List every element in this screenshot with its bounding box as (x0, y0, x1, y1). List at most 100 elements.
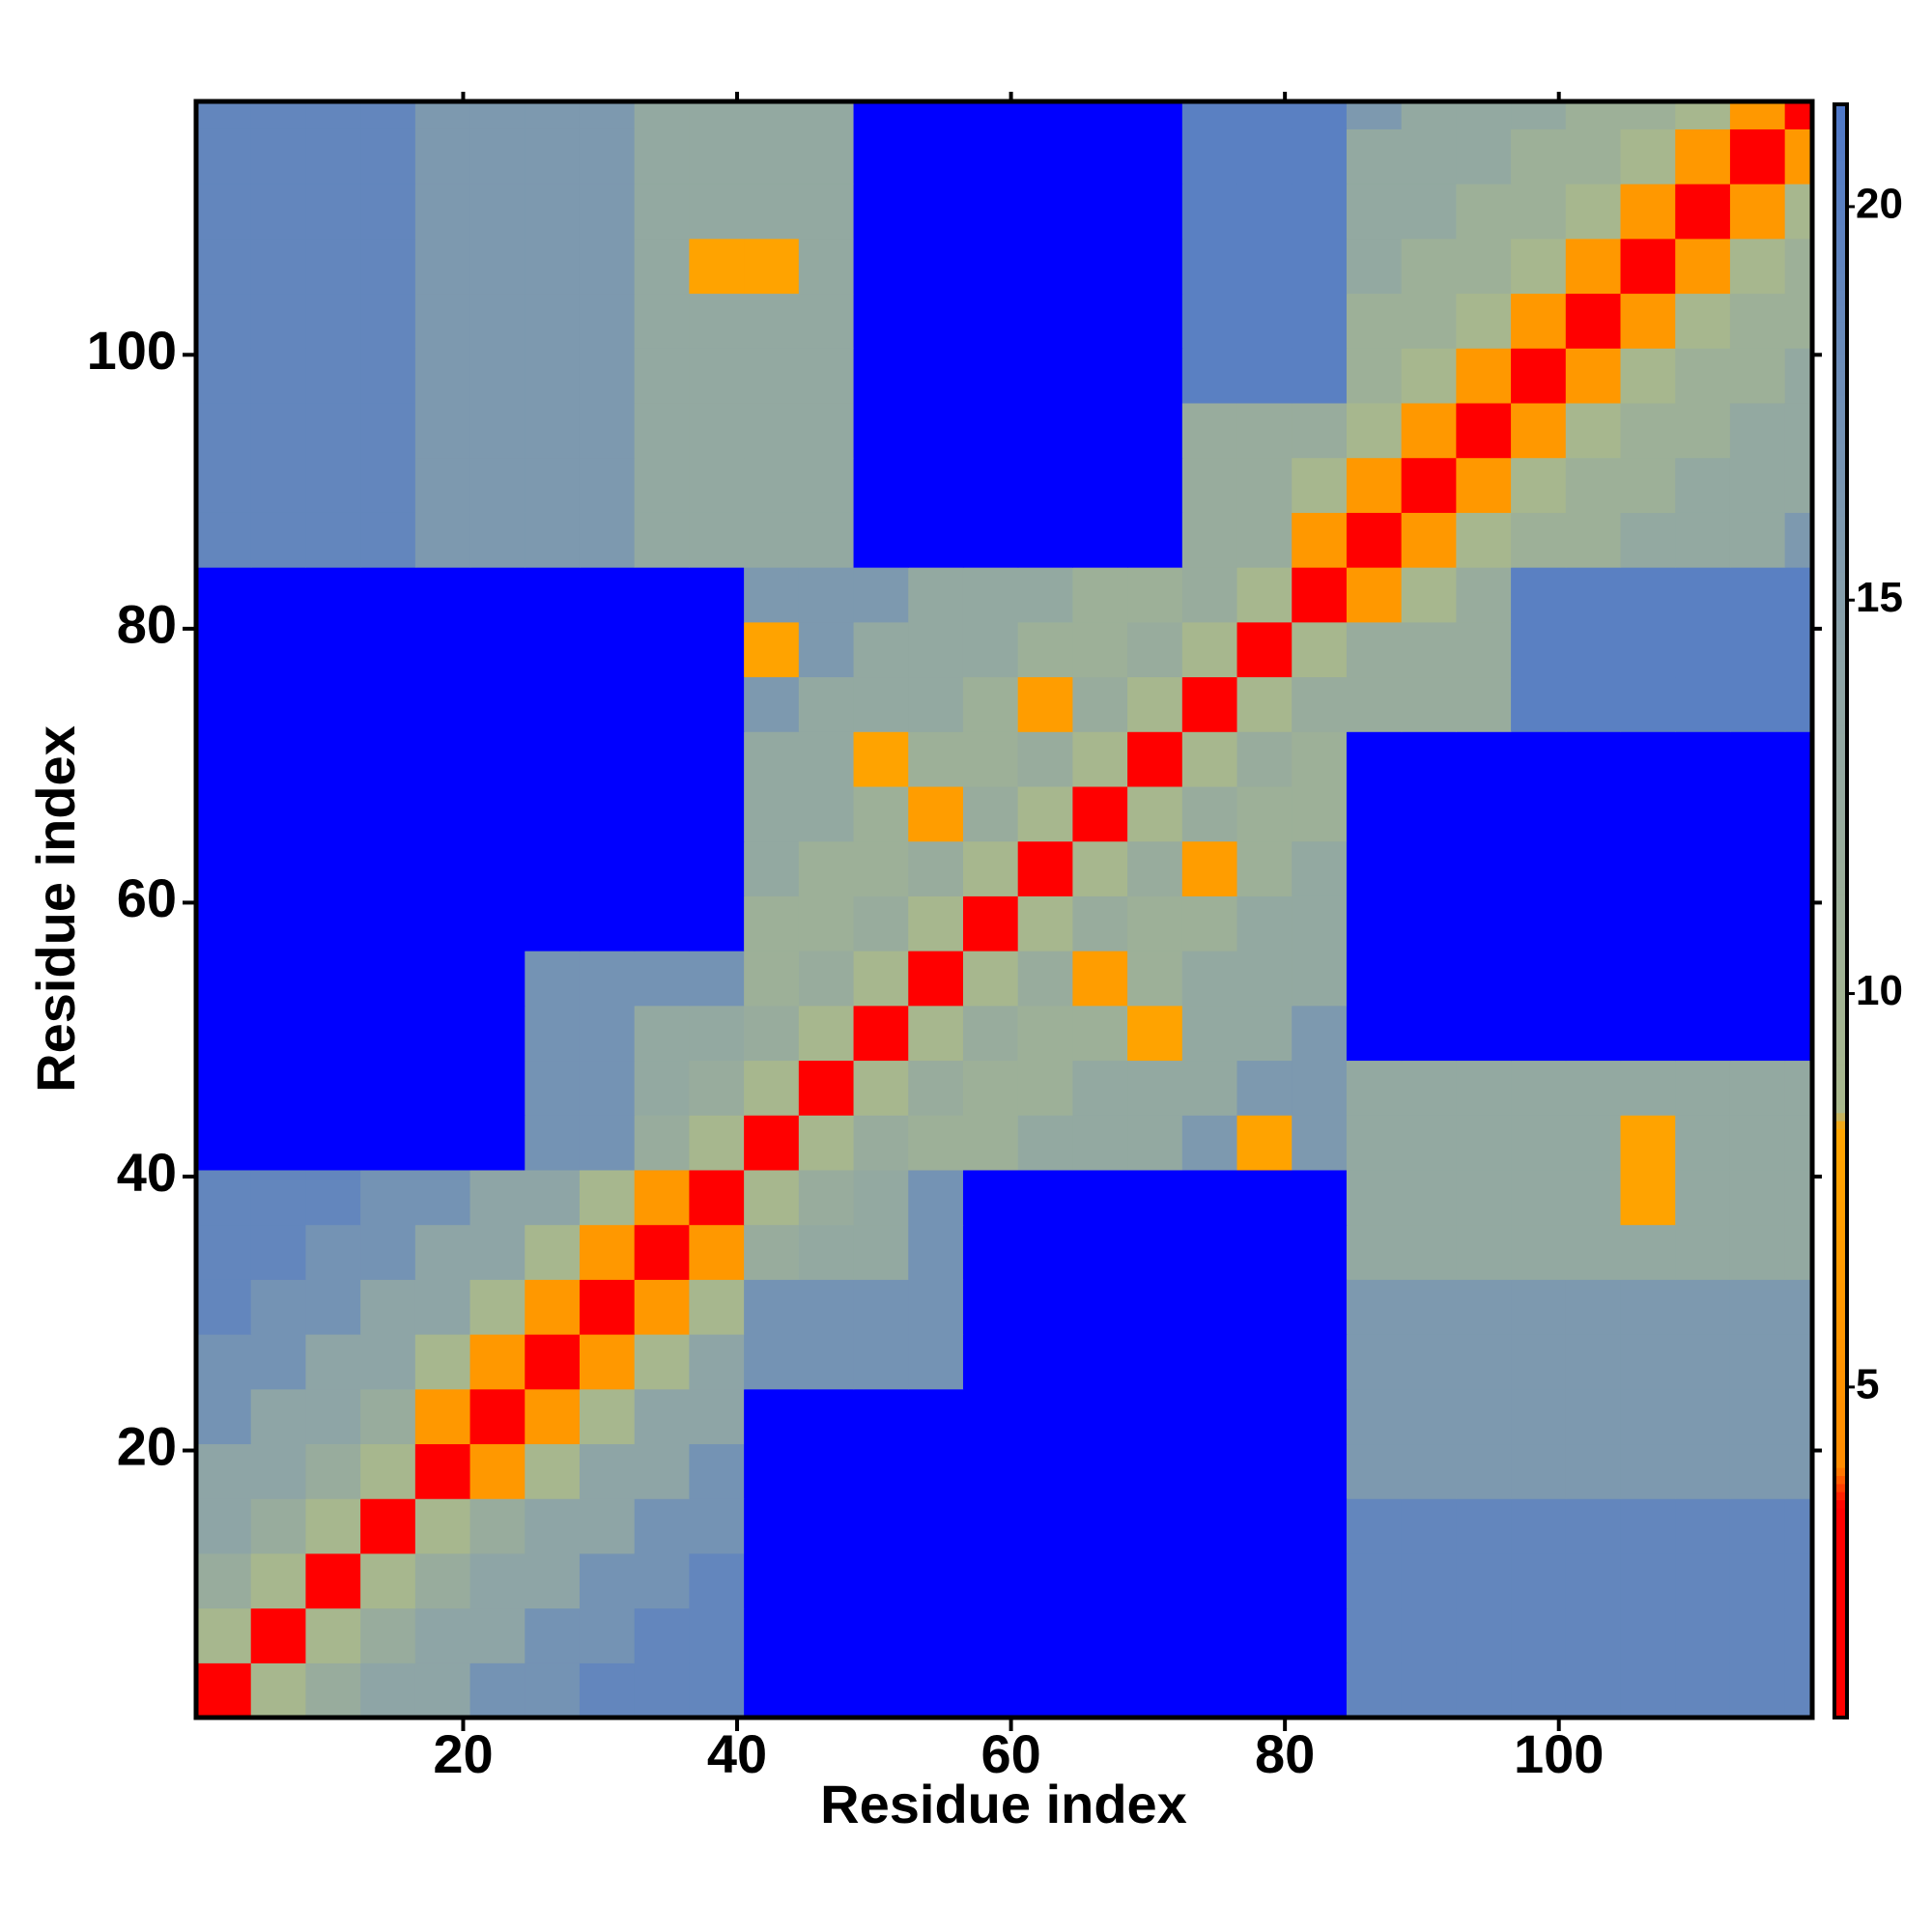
heatmap-cell (962, 1662, 1019, 1719)
heatmap-cell (1620, 1169, 1676, 1226)
heatmap-cell (1292, 1334, 1348, 1390)
heatmap-cell (250, 293, 307, 349)
heatmap-cell (1511, 1607, 1567, 1663)
heatmap-cell (1675, 1498, 1731, 1554)
colorbar-segment (1834, 983, 1847, 992)
heatmap-cell (853, 621, 909, 678)
heatmap-cell (1401, 1607, 1457, 1663)
colorbar-segment (1834, 1701, 1847, 1711)
heatmap-cell (469, 184, 526, 240)
heatmap-cell (1236, 512, 1293, 568)
colorbar-segment (1834, 1201, 1847, 1210)
heatmap-cell (1236, 238, 1293, 295)
heatmap-cell (1236, 1115, 1293, 1171)
heatmap-cell (469, 402, 526, 459)
heatmap-cell (1456, 1607, 1512, 1663)
heatmap-cell (798, 1005, 855, 1062)
heatmap-cell (1565, 785, 1622, 842)
heatmap-cell (469, 1607, 526, 1663)
colorbar-segment (1834, 1516, 1847, 1525)
heatmap-cell (853, 1662, 909, 1719)
heatmap-cell (250, 840, 307, 896)
heatmap-cell (305, 184, 361, 240)
heatmap-cell (1565, 1552, 1622, 1609)
heatmap-cell (1292, 567, 1348, 623)
heatmap-cell (525, 1498, 581, 1554)
heatmap-cell (414, 840, 471, 896)
colorbar-segment (1834, 951, 1847, 960)
heatmap-cell (1236, 785, 1293, 842)
colorbar-segment (1834, 1152, 1847, 1162)
heatmap-cell (1565, 101, 1622, 129)
heatmap-cell (196, 785, 252, 842)
heatmap-cell (1072, 1443, 1128, 1499)
heatmap-cell (1620, 128, 1676, 185)
heatmap-cell (1729, 1552, 1786, 1609)
heatmap-cell (1401, 1662, 1457, 1719)
colorbar-segment (1834, 314, 1847, 323)
heatmap-cell (1401, 348, 1457, 404)
heatmap-cell (196, 1060, 252, 1116)
heatmap-cell (1236, 293, 1293, 349)
heatmap-cell (360, 512, 416, 568)
heatmap-cell (689, 184, 745, 240)
heatmap-cell (469, 731, 526, 787)
heatmap-cell (1181, 567, 1238, 623)
heatmap-cell (1292, 1552, 1348, 1609)
colorbar-segment (1834, 1548, 1847, 1557)
heatmap-cell (305, 621, 361, 678)
heatmap-cell (1346, 567, 1403, 623)
heatmap-cell (305, 402, 361, 459)
colorbar-segment (1834, 1435, 1847, 1444)
heatmap-cell (1072, 1005, 1128, 1062)
heatmap-cell (1346, 1388, 1403, 1445)
colorbar-segment (1834, 1540, 1847, 1549)
heatmap-cell (689, 1388, 745, 1445)
heatmap-cell (1401, 1443, 1457, 1499)
colorbar-segment (1834, 1249, 1847, 1259)
heatmap-cell (634, 1388, 691, 1445)
colorbar-segment (1834, 1088, 1847, 1097)
heatmap-cell (744, 128, 800, 185)
heatmap-cell (1292, 951, 1348, 1007)
heatmap-cell (962, 457, 1019, 513)
heatmap-cell (1181, 785, 1238, 842)
colorbar-segment (1834, 750, 1847, 758)
colorbar-segment (1834, 1451, 1847, 1461)
colorbar-segment (1834, 257, 1847, 267)
colorbar-segment (1834, 1160, 1847, 1170)
heatmap-cell (1072, 951, 1128, 1007)
colorbar-segment (1834, 411, 1847, 420)
heatmap-cell (579, 840, 636, 896)
heatmap-cell (1127, 184, 1183, 240)
heatmap-cell (1017, 101, 1073, 129)
heatmap-cell (798, 1552, 855, 1609)
heatmap-cell (525, 676, 581, 732)
colorbar-segment (1834, 192, 1847, 202)
colorbar-segment (1834, 959, 1847, 968)
heatmap-cell (1456, 1224, 1512, 1280)
colorbar-segment (1834, 943, 1847, 952)
heatmap-cell (744, 1443, 800, 1499)
heatmap-cell (1565, 951, 1622, 1007)
heatmap-cell (1729, 1005, 1786, 1062)
heatmap-cell (1346, 1443, 1403, 1499)
heatmap-cell (1127, 238, 1183, 295)
heatmap-cell (1401, 184, 1457, 240)
colorbar-tick-label: 10 (1856, 967, 1903, 1014)
colorbar-segment (1834, 789, 1847, 799)
heatmap-cell (196, 567, 252, 623)
heatmap-cell (908, 1552, 964, 1609)
heatmap-cell (1017, 951, 1073, 1007)
heatmap-cell (1620, 1498, 1676, 1554)
heatmap-cell (1620, 1388, 1676, 1445)
heatmap-cell (196, 101, 252, 129)
heatmap-cell (908, 1060, 964, 1116)
colorbar-segment (1834, 305, 1847, 315)
x-tick-label: 20 (433, 1723, 493, 1784)
heatmap-cell (1511, 1224, 1567, 1280)
heatmap-cell (196, 1607, 252, 1663)
heatmap-cell (1784, 895, 1813, 952)
heatmap-cell (962, 1115, 1019, 1171)
colorbar-segment (1834, 798, 1847, 807)
